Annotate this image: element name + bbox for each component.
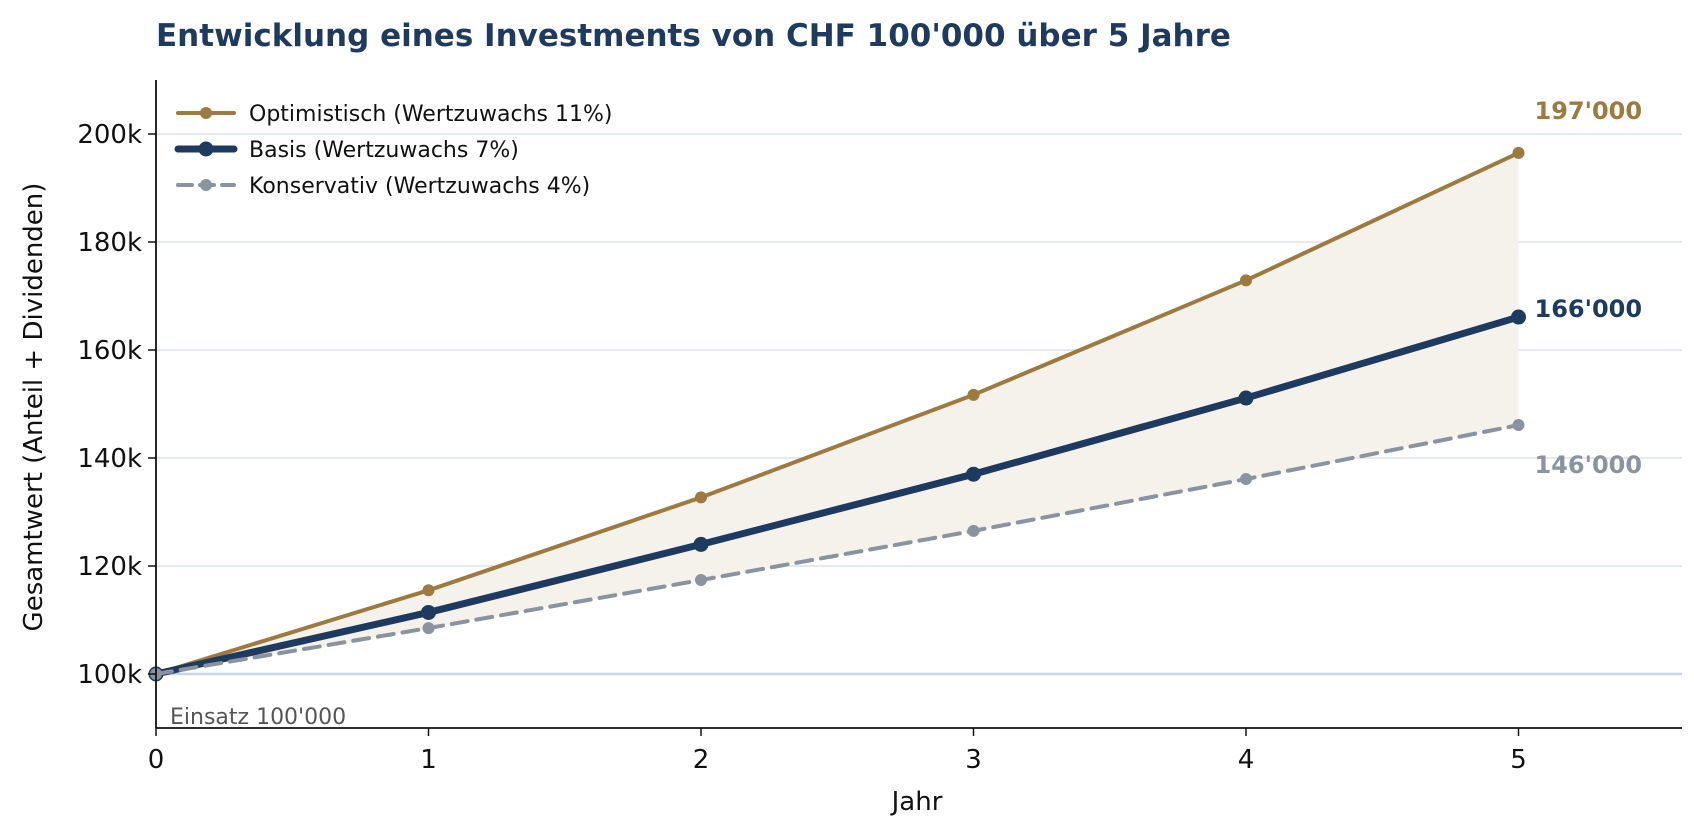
data-point — [695, 574, 707, 587]
data-point — [1512, 419, 1525, 432]
data-point — [1240, 274, 1252, 287]
series-line-2 — [154, 423, 1521, 676]
legend-entry-1: Basis (Wertzuwachs 7%) — [249, 138, 519, 163]
y-axis-label: Gesamtwert (Anteil + Dividenden) — [19, 183, 49, 632]
legend-entry-2: Konservativ (Wertzuwachs 4%) — [249, 174, 590, 199]
legend-marker-2 — [200, 179, 212, 191]
y-tick-label: 120k — [77, 552, 142, 582]
scenario-range-band — [156, 152, 1519, 674]
x-tick-label: 0 — [148, 745, 165, 775]
data-point — [695, 491, 707, 504]
series-line-0 — [154, 150, 1521, 676]
data-point — [1240, 473, 1252, 486]
baseline-label: Einsatz 100'000 — [170, 705, 346, 730]
y-tick-label: 160k — [77, 336, 142, 366]
y-tick-label: 180k — [77, 228, 142, 258]
x-tick-label: 5 — [1510, 745, 1527, 775]
x-axis-label: Jahr — [890, 787, 943, 817]
end-label-2: 146'000 — [1535, 451, 1643, 479]
x-tick-label: 2 — [693, 745, 710, 775]
end-value-labels: 197'000 166'000 146'000 — [1535, 97, 1643, 479]
end-label-0: 197'000 — [1535, 97, 1643, 125]
data-point — [422, 622, 435, 635]
tick-labels: 100k 120k 140k 160k 180k 200k 0 1 2 3 4 5 — [77, 120, 1526, 775]
data-point — [693, 536, 709, 552]
data-point — [967, 524, 980, 537]
baseline-group: Einsatz 100'000 — [156, 672, 1682, 730]
legend-entry-0: Optimistisch (Wertzuwachs 11%) — [249, 102, 612, 127]
legend-marker-1 — [198, 141, 214, 157]
axes — [148, 80, 1682, 736]
legend-marker-0 — [200, 107, 212, 119]
end-label-1: 166'000 — [1535, 295, 1643, 323]
series-lines — [148, 146, 1526, 682]
chart-title: Entwicklung eines Investments von CHF 10… — [156, 18, 1231, 54]
y-tick-label: 100k — [77, 660, 142, 690]
legend: Optimistisch (Wertzuwachs 11%) Basis (Wer… — [174, 102, 612, 199]
data-point — [1238, 390, 1254, 406]
data-point — [967, 388, 980, 401]
data-point — [1512, 146, 1525, 159]
data-point — [421, 604, 436, 620]
series-line-1 — [152, 313, 1522, 678]
y-tick-label: 200k — [77, 120, 142, 150]
x-tick-label: 3 — [965, 745, 982, 775]
y-tick-label: 140k — [77, 444, 142, 474]
x-tick-label: 1 — [420, 745, 437, 775]
x-tick-label: 4 — [1238, 745, 1255, 775]
data-point — [1511, 309, 1526, 325]
data-point — [966, 466, 981, 482]
data-point — [422, 584, 435, 597]
